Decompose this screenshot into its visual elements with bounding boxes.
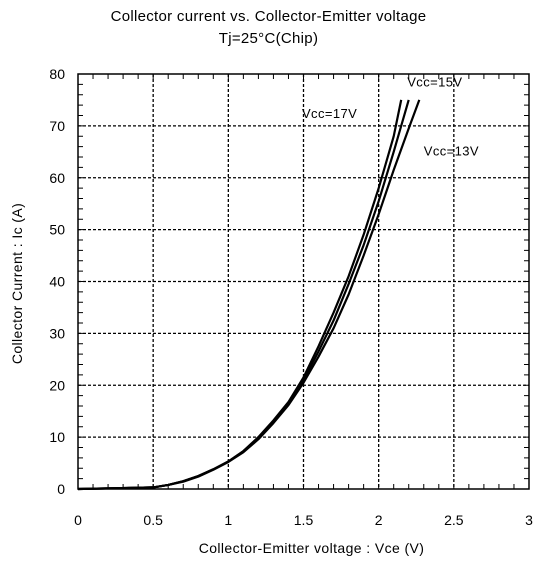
y-tick-label: 0 <box>57 481 65 497</box>
x-axis-label: Collector-Emitter voltage : Vce (V) <box>199 540 425 556</box>
y-axis-label: Collector Current : Ic (A) <box>9 203 25 364</box>
series-line <box>77 99 421 491</box>
curve-label: Vcc=13V <box>424 143 479 158</box>
chart-title: Collector current vs. Collector-Emitter … <box>110 8 427 25</box>
y-tick-label: 20 <box>49 377 65 393</box>
y-tick-label: 10 <box>49 429 65 445</box>
curve-label: Vcc=17V <box>302 106 357 121</box>
plot-frame <box>77 73 530 490</box>
series-line <box>77 99 410 491</box>
x-tick-label: 0.5 <box>143 512 163 528</box>
x-tick-label: 1 <box>224 512 232 528</box>
y-tick-label: 60 <box>49 170 65 186</box>
y-tick-label: 30 <box>49 325 65 341</box>
x-tick-label: 0 <box>74 512 82 528</box>
series-line <box>77 99 403 491</box>
y-tick-label: 40 <box>49 274 65 290</box>
x-tick-label: 2.5 <box>444 512 464 528</box>
y-tick-label: 50 <box>49 222 65 238</box>
x-tick-label: 1.5 <box>294 512 314 528</box>
y-tick-label: 80 <box>49 66 65 82</box>
y-tick-label: 70 <box>49 118 65 134</box>
curve-label: Vcc=15V <box>407 74 462 89</box>
x-tick-label: 3 <box>525 512 533 528</box>
x-tick-label: 2 <box>375 512 383 528</box>
chart-subtitle: Tj=25°C(Chip) <box>218 30 319 47</box>
